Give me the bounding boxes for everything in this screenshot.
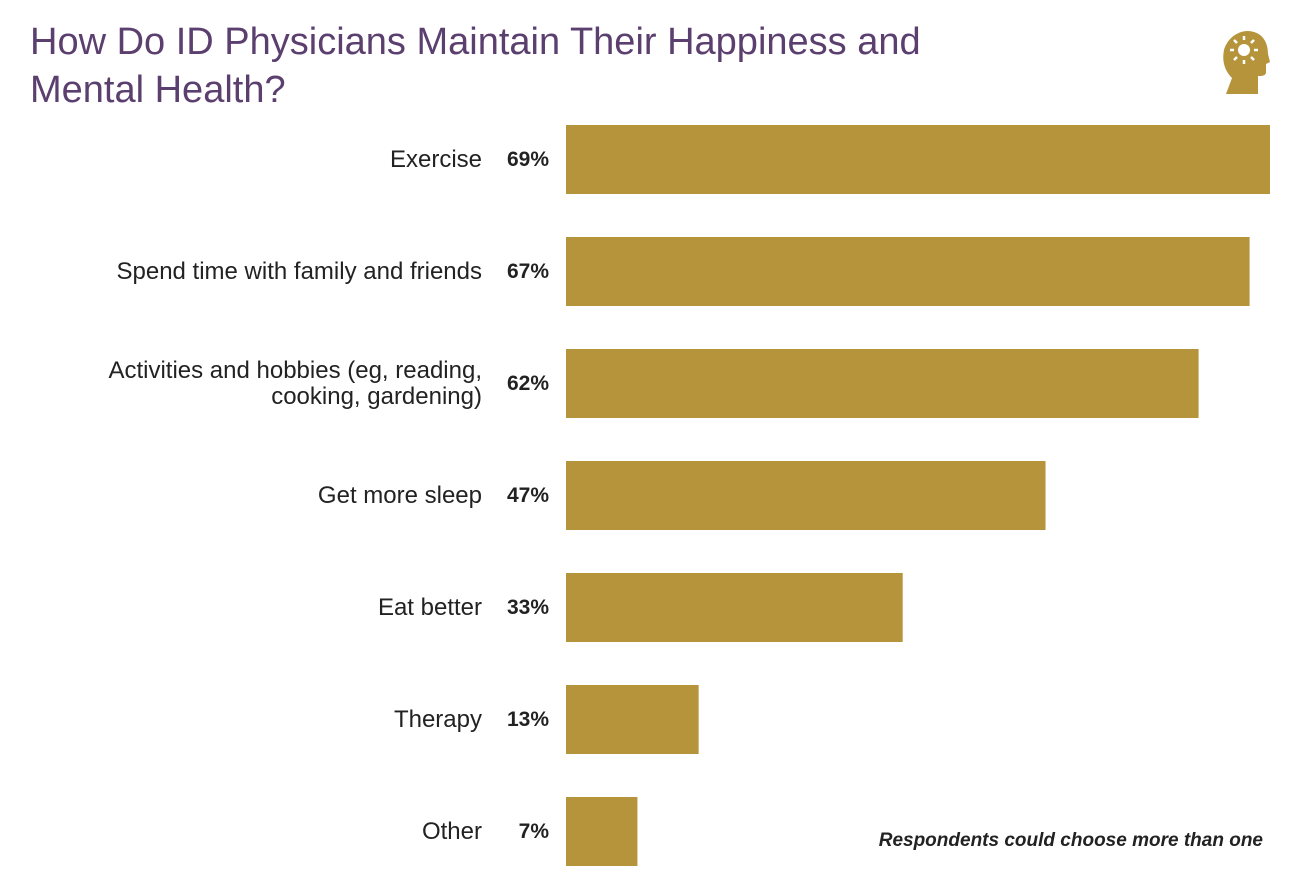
head-icon <box>1223 30 1270 94</box>
category-label: Get more sleep <box>317 481 482 509</box>
value-label: 33% <box>506 595 549 619</box>
bar <box>566 125 1270 194</box>
bar <box>566 685 699 754</box>
value-label: 62% <box>506 371 549 395</box>
category-label: Spend time with family and friends <box>116 257 482 285</box>
value-label: 13% <box>506 707 549 731</box>
chart-title: How Do ID Physicians Maintain Their Happ… <box>30 21 921 111</box>
bar <box>566 573 903 642</box>
category-label: Therapy <box>393 705 482 733</box>
bar <box>566 237 1250 306</box>
bar <box>566 349 1199 418</box>
category-label: Eat better <box>377 593 482 621</box>
value-label: 7% <box>518 819 549 843</box>
value-label: 67% <box>506 259 549 283</box>
value-label: 69% <box>506 147 549 171</box>
bar <box>566 461 1046 530</box>
value-label: 47% <box>506 483 549 507</box>
category-label: Exercise <box>389 145 482 173</box>
bar <box>566 797 638 866</box>
footnote: Respondents could choose more than one <box>878 830 1263 851</box>
category-label: Other <box>421 817 482 845</box>
category-label: Activities and hobbies (eg, reading, coo… <box>108 356 482 410</box>
